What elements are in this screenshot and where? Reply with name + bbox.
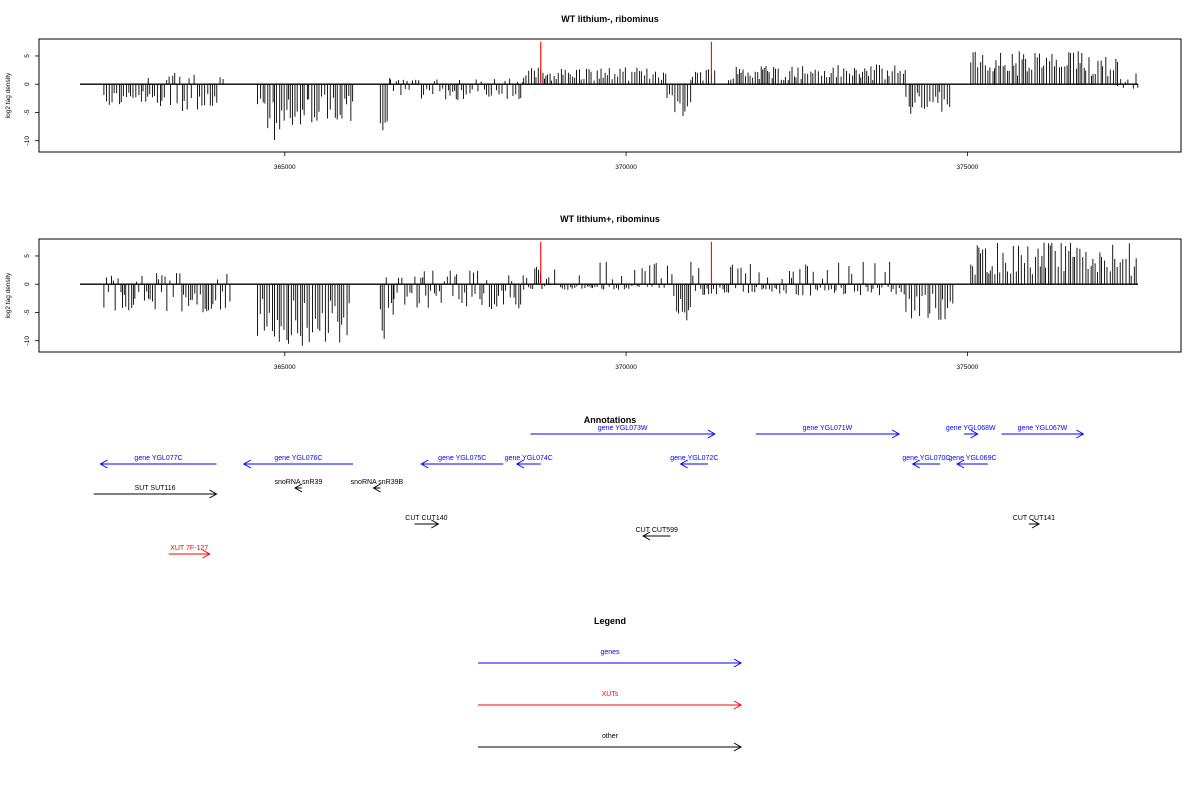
feature-label: gene YGL067W [1018, 425, 1068, 432]
arrow-head [209, 489, 218, 499]
feature-arrow: gene YGL072C [670, 455, 718, 469]
y-axis-label: log2 tag density [5, 272, 12, 318]
arrow-head [891, 429, 901, 439]
feature-label: gene YGL073W [598, 425, 648, 432]
feature-label: SUT SUT116 [135, 485, 176, 492]
feature-arrow: CUT CUT599 [636, 527, 678, 541]
y-tick-label: 0 [24, 82, 31, 86]
coverage-panel-lithium-plus: WT lithium+, ribominus log2 tag density -1… [5, 214, 1182, 371]
x-tick-label: 370000 [615, 164, 637, 171]
arrow-head [99, 459, 108, 469]
feature-arrow: gene YGL070C [902, 455, 950, 469]
legend-title: Legend [594, 616, 626, 626]
feature-label: gene YGL077C [134, 455, 182, 462]
legend-label: XUTs [602, 691, 619, 698]
arrow-head [372, 483, 381, 493]
arrow-head [515, 459, 525, 469]
y-tick-label: -5 [24, 109, 31, 115]
annotation-title: Annotations [584, 415, 637, 425]
feature-arrow: XUT 7F-127 [168, 545, 211, 559]
y-tick-label: 5 [24, 54, 31, 58]
feature-arrow: gene YGL073W [530, 425, 716, 439]
arrow-head [1031, 519, 1041, 529]
panel-title: WT lithium+, ribominus [560, 214, 660, 224]
feature-arrow: gene YGL071W [755, 425, 901, 439]
feature-arrow: gene YGL077C [99, 455, 217, 469]
arrow-head [1076, 429, 1085, 439]
feature-arrow: CUT CUT141 [1013, 515, 1055, 529]
arrow-head [420, 459, 429, 469]
feature-label: gene YGL069C [948, 455, 996, 462]
annotation-track: Annotations gene YGL077C gene YGL076C gene… [93, 415, 1085, 559]
y-axis-label: log2 tag density [5, 72, 12, 118]
legend-label: genes [600, 649, 620, 656]
feature-arrow: snoRNA snR39B [351, 479, 404, 493]
feature-arrow: gene YGL074C [505, 455, 553, 469]
coverage-bars [103, 51, 1139, 140]
feature-arrow: gene YGL067W [1001, 425, 1085, 439]
plot-frame [38, 238, 1182, 353]
feature-label: gene YGL070C [902, 455, 950, 462]
legend-item: other [478, 733, 743, 752]
y-tick-label: 0 [24, 282, 31, 286]
feature-label: CUT CUT141 [1013, 515, 1055, 522]
arrow-head [431, 519, 440, 529]
feature-label: snoRNA snR39 [274, 479, 322, 486]
feature-arrow: SUT SUT116 [93, 485, 218, 499]
arrow-head [707, 429, 716, 439]
legend-item: XUTs [478, 691, 743, 710]
coverage-bars [103, 242, 1137, 346]
arrow-head [294, 483, 303, 493]
feature-arrow: gene YGL076C [242, 455, 354, 469]
x-tick-label: 365000 [274, 164, 296, 171]
feature-label: gene YGL071W [803, 425, 853, 432]
feature-label: gene YGL068W [946, 425, 996, 432]
feature-label: gene YGL075C [438, 455, 486, 462]
feature-arrow: gene YGL075C [420, 455, 504, 469]
arrow-head [970, 429, 979, 439]
arrow-head [956, 459, 965, 469]
arrow-head [202, 549, 211, 559]
y-tick-label: -10 [24, 136, 31, 146]
plot-frame [38, 38, 1182, 153]
arrow-head [733, 700, 743, 710]
arrow-head [733, 742, 743, 752]
y-tick-label: -10 [24, 336, 31, 346]
feature-label: CUT CUT140 [405, 515, 447, 522]
arrow-head [911, 459, 920, 469]
x-tick-label: 375000 [957, 364, 979, 371]
arrow-head [733, 658, 743, 668]
arrow-head [679, 459, 688, 469]
legend: Legend genes XUTs other [478, 616, 743, 752]
y-tick-label: -5 [24, 309, 31, 315]
legend-label: other [602, 733, 619, 740]
feature-label: snoRNA snR39B [351, 479, 404, 486]
feature-label: gene YGL072C [670, 455, 718, 462]
x-tick-label: 370000 [615, 364, 637, 371]
x-tick-label: 365000 [274, 364, 296, 371]
coverage-panel-lithium-minus: WT lithium-, ribominus log2 tag density -1… [5, 14, 1182, 171]
feature-label: gene YGL076C [274, 455, 322, 462]
feature-arrow: CUT CUT140 [405, 515, 448, 529]
arrow-head [642, 531, 651, 541]
feature-arrow: snoRNA snR39 [274, 479, 322, 493]
arrow-head [242, 459, 252, 469]
panel-title: WT lithium-, ribominus [561, 14, 659, 24]
legend-item: genes [478, 649, 743, 668]
feature-label: gene YGL074C [505, 455, 553, 462]
feature-label: XUT 7F-127 [170, 545, 208, 552]
feature-label: CUT CUT599 [636, 527, 678, 534]
y-tick-label: 5 [24, 254, 31, 258]
feature-arrow: gene YGL068W [946, 425, 996, 439]
feature-arrow: gene YGL069C [948, 455, 997, 469]
x-tick-label: 375000 [957, 164, 979, 171]
